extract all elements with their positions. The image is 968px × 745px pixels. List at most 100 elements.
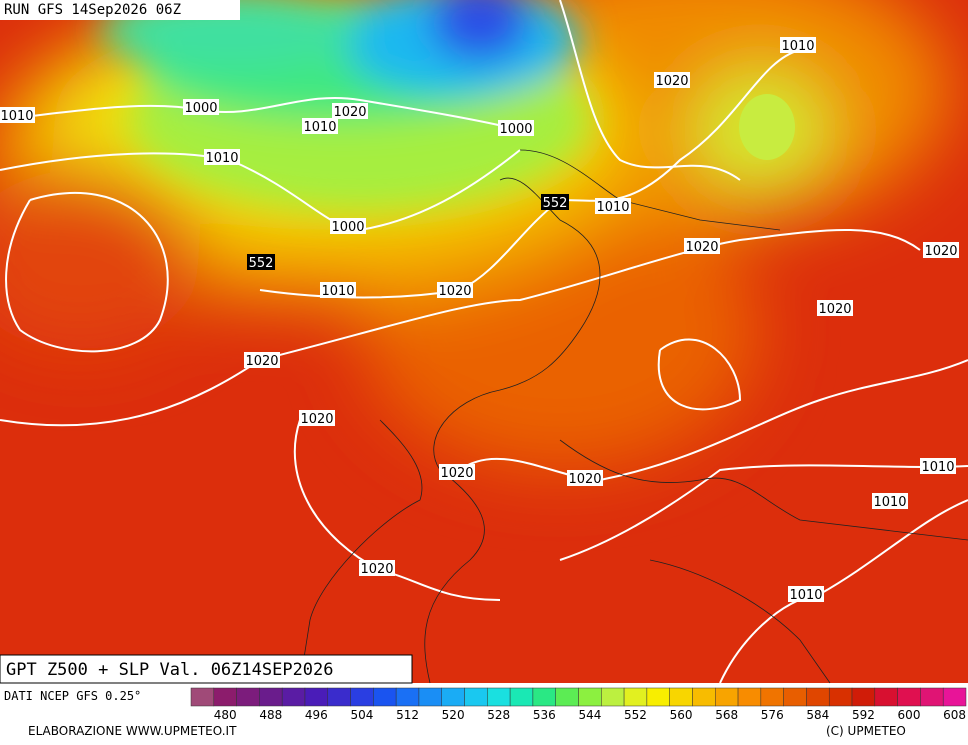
pressure-label: 1010 <box>205 151 238 166</box>
run-box <box>0 0 240 20</box>
run-label: RUN GFS 14Sep2026 06Z <box>4 2 181 18</box>
height-label-box <box>541 194 569 210</box>
pressure-label-box <box>872 493 908 509</box>
pressure-label-box <box>654 72 690 88</box>
pressure-label-box <box>183 99 219 115</box>
colorbar-swatch <box>304 687 329 707</box>
pressure-label-box <box>244 352 280 368</box>
pressure-label: 1020 <box>438 284 471 299</box>
pressure-label: 1020 <box>655 74 688 89</box>
colorbar-swatch <box>806 687 830 707</box>
colorbar-tick-label: 576 <box>761 708 784 722</box>
colorbar-swatch <box>213 687 237 707</box>
colorbar-tick-label: 560 <box>670 708 693 722</box>
pressure-label: 1020 <box>245 354 278 369</box>
pressure-label-box <box>567 470 603 486</box>
colorbar-swatch <box>783 687 807 707</box>
pressure-label-box <box>920 458 956 474</box>
source-label: DATI NCEP GFS 0.25° <box>4 689 141 703</box>
pressure-label-box <box>359 560 395 576</box>
colorbar-swatch <box>327 687 351 707</box>
pressure-label: 1010 <box>921 460 954 475</box>
colorbar-swatch <box>737 687 762 707</box>
colorbar-tick-label: 608 <box>943 708 966 722</box>
colorbar-swatch <box>418 687 442 707</box>
credit-label: ELABORAZIONE WWW.UPMETEO.IT <box>28 724 237 738</box>
pressure-label-box <box>923 242 959 258</box>
colorbar-swatch <box>623 687 648 707</box>
height-label: 552 <box>543 196 568 211</box>
colorbar-tick-label: 496 <box>305 708 328 722</box>
colorbar-tick-label: 568 <box>715 708 738 722</box>
title-box <box>0 654 413 684</box>
colorbar-swatch <box>578 687 602 707</box>
pressure-label-box <box>780 37 816 53</box>
pressure-label-box <box>204 149 240 165</box>
colorbar-swatch <box>281 687 306 707</box>
colorbar-tick-label: 552 <box>624 708 647 722</box>
copyright-label: (C) UPMETEO <box>826 724 906 738</box>
colorbar-swatch <box>828 687 853 707</box>
colorbar-tick-label: 504 <box>351 708 374 722</box>
colorbar-swatch <box>441 687 465 707</box>
colorbar-swatch <box>942 687 967 707</box>
colorbar-swatch <box>259 687 283 707</box>
pressure-label: 1010 <box>789 588 822 603</box>
colorbar-tick-label: 488 <box>259 708 282 722</box>
pressure-label-box <box>498 120 534 136</box>
pressure-label: 1010 <box>0 109 33 124</box>
pressure-label: 1020 <box>568 472 601 487</box>
colorbar-swatch <box>555 687 579 707</box>
colorbar-tick-label: 528 <box>487 708 510 722</box>
pressure-label-box <box>302 118 338 134</box>
pressure-label-box <box>817 300 853 316</box>
colorbar-swatch <box>532 687 556 707</box>
colorbar-swatch <box>236 687 260 707</box>
colorbar-swatch <box>760 687 784 707</box>
pressure-label-box <box>439 464 475 480</box>
isobars <box>0 0 968 684</box>
pressure-label-box <box>0 107 35 123</box>
height-label-box <box>247 254 275 270</box>
pressure-label-box <box>299 410 335 426</box>
pressure-label: 1020 <box>333 105 366 120</box>
pressure-label: 1020 <box>685 240 718 255</box>
pressure-label: 1010 <box>321 284 354 299</box>
colorbar-swatch <box>395 687 420 707</box>
colorbar-tick-label: 536 <box>533 708 556 722</box>
colorbar-swatch <box>487 687 511 707</box>
colorbar-swatch <box>669 687 693 707</box>
colorbar-swatch <box>646 687 670 707</box>
colorbar-swatch <box>464 687 488 707</box>
pressure-label: 1000 <box>184 101 217 116</box>
colorbar-tick-label: 544 <box>578 708 601 722</box>
colorbar-tick-label: 592 <box>852 708 875 722</box>
colorbar-swatch <box>715 687 739 707</box>
colorbar-tick-label: 600 <box>898 708 921 722</box>
colorbar-swatch <box>920 687 944 707</box>
pressure-label: 1000 <box>331 220 364 235</box>
colorbar: 480 488 496 504 512 520 528 536 544 552 560 568 576 5… <box>190 687 967 722</box>
pressure-label-box <box>332 103 368 119</box>
pressure-label: 1010 <box>781 39 814 54</box>
coastlines <box>299 149 968 684</box>
pressure-label: 1010 <box>303 120 336 135</box>
colorbar-swatch <box>874 687 898 707</box>
colorbar-swatch <box>190 687 215 707</box>
pressure-label-box <box>788 586 824 602</box>
colorbar-tick-label: 520 <box>442 708 465 722</box>
pressure-label-box <box>330 218 366 234</box>
pressure-label-box <box>320 282 356 298</box>
colorbar-swatch <box>601 687 625 707</box>
pressure-label-box <box>684 238 720 254</box>
pressure-label: 1020 <box>818 302 851 317</box>
colorbar-tick-label: 512 <box>396 708 419 722</box>
pressure-label: 1010 <box>596 200 629 215</box>
map-field <box>0 0 968 683</box>
colorbar-swatch <box>897 687 921 707</box>
pressure-label: 1000 <box>499 122 532 137</box>
pressure-label: 1020 <box>440 466 473 481</box>
pressure-label-box <box>437 282 473 298</box>
